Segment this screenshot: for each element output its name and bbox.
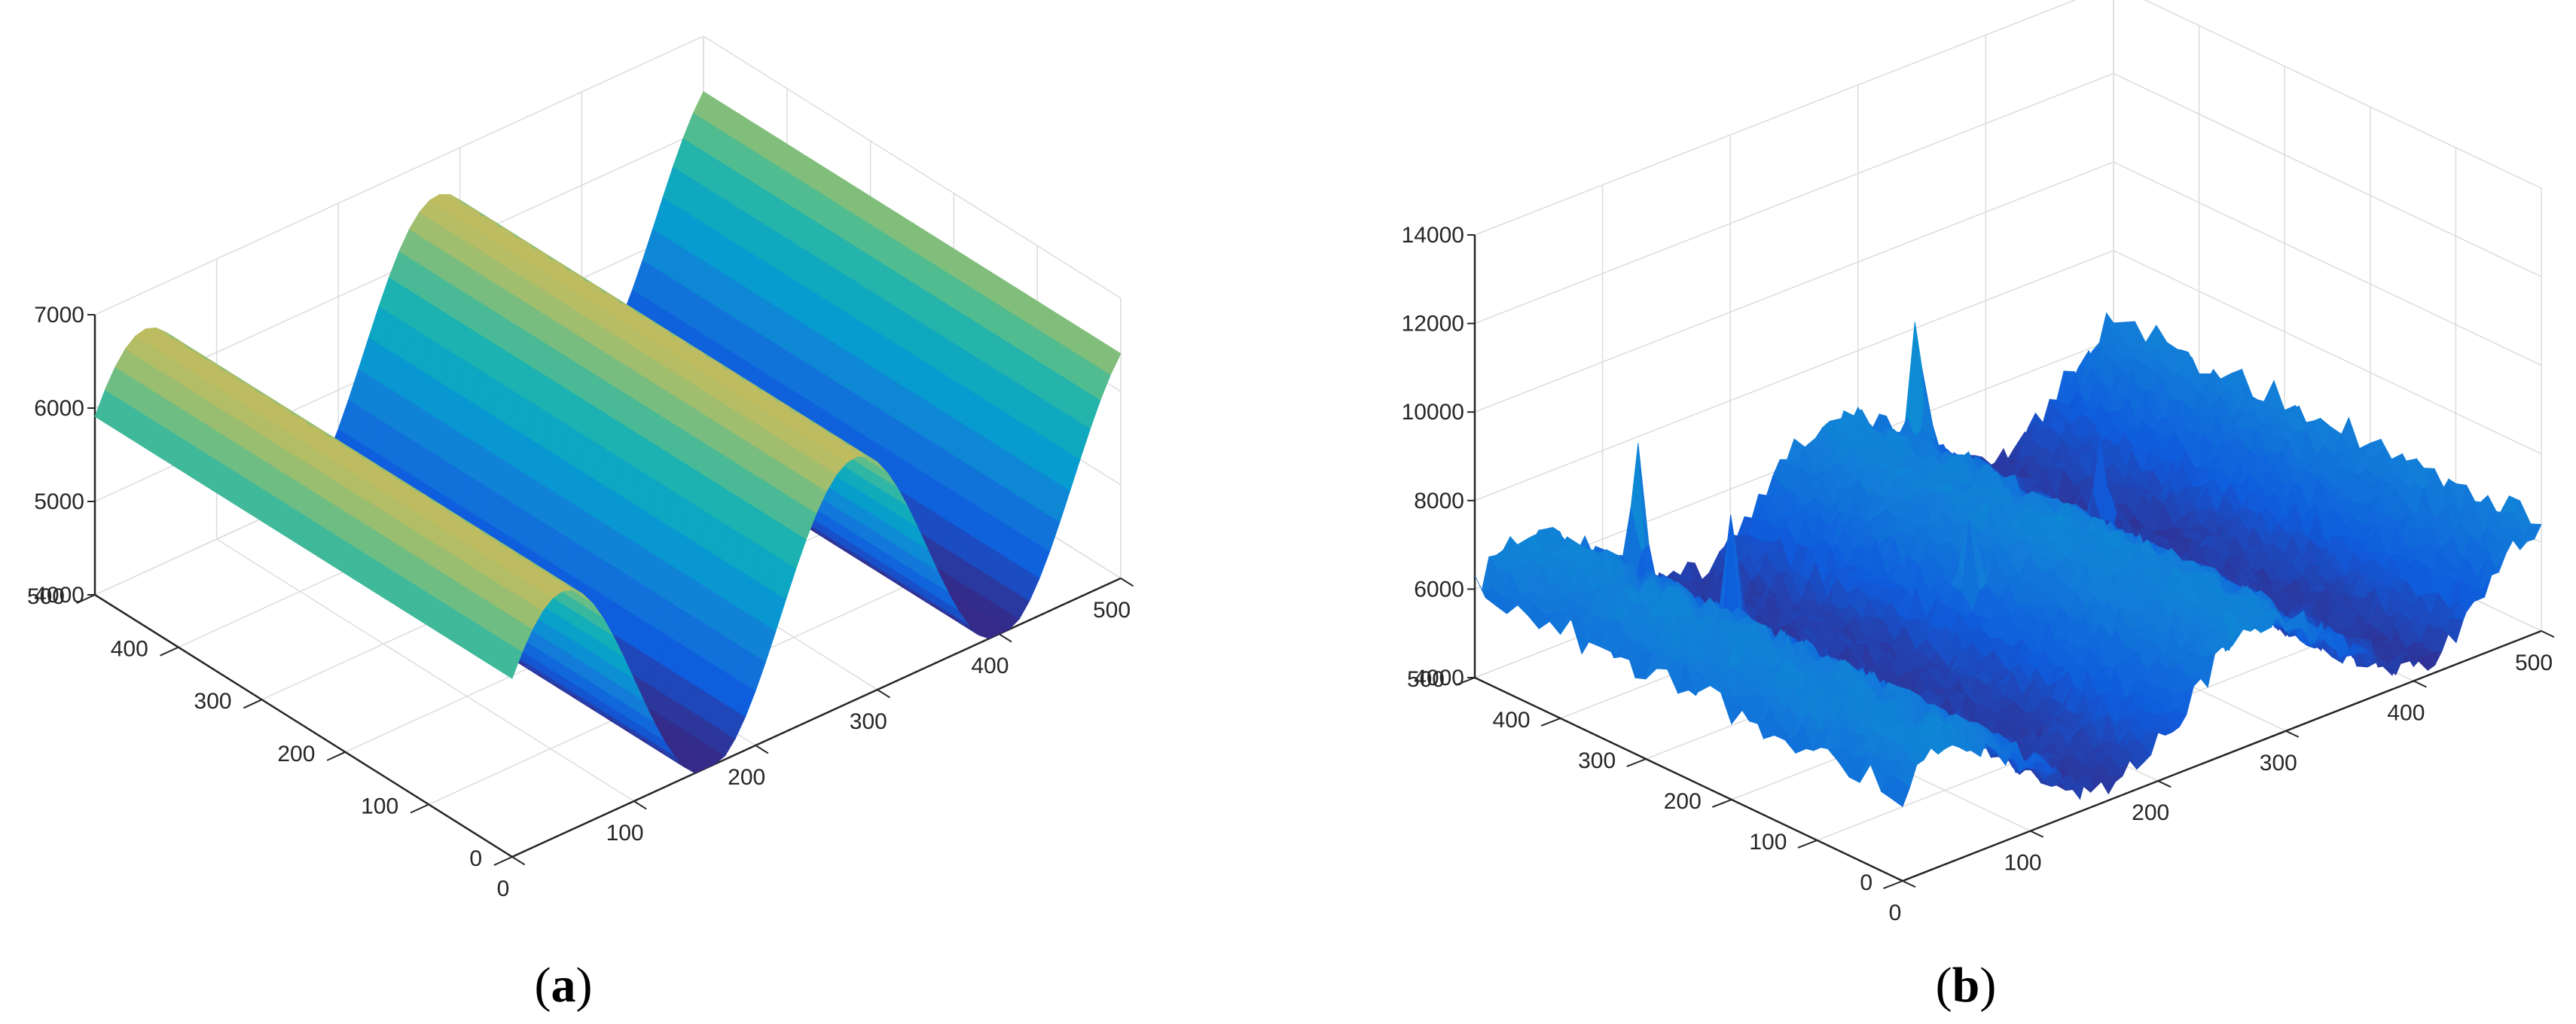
x-tick-label: 200 xyxy=(728,765,765,790)
grid-line xyxy=(1474,0,2542,236)
y-tick-label: 400 xyxy=(111,637,148,662)
surface-patch xyxy=(1092,342,1122,376)
x-axis-line xyxy=(1902,629,2542,882)
tick-labels: 0100200300400500010020030040050040005000… xyxy=(27,303,1134,901)
grid-line xyxy=(216,538,634,802)
grid-line xyxy=(94,35,1122,315)
y-tick-label: 500 xyxy=(27,584,65,609)
x-tick-mark xyxy=(1120,578,1134,587)
x-tick-mark xyxy=(755,745,769,754)
surface xyxy=(94,91,1122,774)
z-tick-label: 7000 xyxy=(34,303,84,328)
x-tick-label: 400 xyxy=(971,654,1009,678)
x-tick-mark xyxy=(511,856,526,866)
y-tick-mark xyxy=(410,803,429,814)
grid-line xyxy=(1474,249,2542,501)
y-tick-label: 0 xyxy=(469,846,482,871)
z-tick-label: 6000 xyxy=(34,396,84,421)
grid-line xyxy=(1474,72,2542,325)
y-tick-mark xyxy=(493,856,513,867)
y-tick-mark xyxy=(160,646,179,657)
x-tick-mark xyxy=(633,800,647,810)
grid-line xyxy=(1474,161,2542,413)
y-tick-label: 300 xyxy=(194,689,232,714)
y-axis-line xyxy=(94,593,513,858)
surface xyxy=(1474,312,2542,808)
y-axis-line xyxy=(1474,676,1903,882)
surface-plot-b: 0100200300400500010020030040050040006000… xyxy=(1402,0,2555,925)
x-tick-label: 100 xyxy=(606,821,644,846)
x-tick-label: 500 xyxy=(1093,598,1131,623)
z-tick-label: 4000 xyxy=(34,583,84,608)
y-tick-mark xyxy=(326,751,346,761)
y-tick-label: 200 xyxy=(277,742,315,766)
y-tick-label: 100 xyxy=(361,794,398,818)
y-tick-mark xyxy=(243,699,263,709)
x-tick-label: 0 xyxy=(497,876,510,901)
surface-plot-a: 0100200300400500010020030040050040005000… xyxy=(27,35,1134,901)
x-tick-label: 300 xyxy=(850,709,887,734)
axes xyxy=(1473,235,2542,882)
z-tick-label: 5000 xyxy=(34,489,84,514)
y-tick-mark xyxy=(76,594,96,605)
axes xyxy=(93,315,1122,858)
x-tick-mark xyxy=(877,689,890,699)
x-tick-mark xyxy=(998,633,1012,643)
x-axis-line xyxy=(511,577,1122,858)
